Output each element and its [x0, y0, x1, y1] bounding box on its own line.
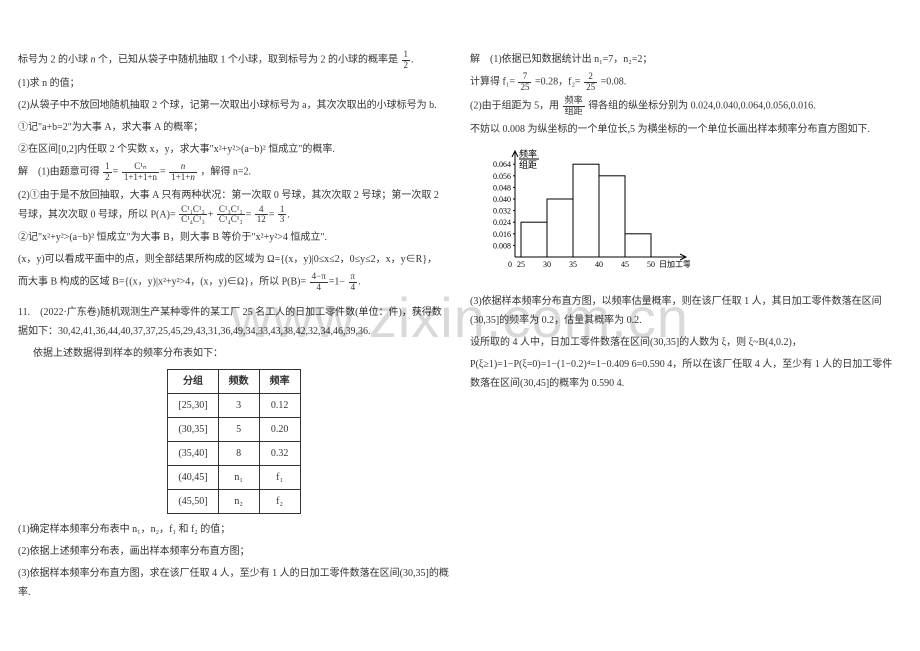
svg-text:0.024: 0.024	[493, 218, 511, 227]
fraction: 4−π4	[310, 272, 328, 293]
page-container: 标号为 2 的小球 n 个，已知从袋子中随机抽取 1 个小球，取到标号为 2 的…	[0, 0, 920, 651]
text-line: 11. (2022·广东卷)随机观测生产某种零件的某工厂 25 名工人的日加工零…	[18, 303, 450, 341]
svg-text:0.056: 0.056	[493, 171, 511, 180]
fraction: 频率组距	[563, 96, 585, 117]
table-cell: n₂	[218, 490, 259, 514]
fraction: C¹ₙ1+1+1+n	[122, 162, 159, 183]
text-line: (1)求 n 的值；	[18, 74, 450, 93]
svg-text:35: 35	[569, 260, 577, 269]
table-cell: n₁	[218, 466, 259, 490]
fraction: 725	[518, 72, 531, 93]
text-line: (x，y)可以看成平面中的点，则全部结果所构成的区域为 Ω={(x，y)|0≤x…	[18, 250, 450, 269]
svg-text:30: 30	[543, 260, 551, 269]
table-cell: 8	[218, 442, 259, 466]
table-cell: 0.20	[259, 418, 300, 442]
text-line: ①记"a+b=2"为大事 A，求大事 A 的概率；	[18, 118, 450, 137]
svg-text:45: 45	[621, 260, 629, 269]
svg-text:0.048: 0.048	[493, 183, 511, 192]
table-cell: 5	[218, 418, 259, 442]
text: (2)由于组距为 5，用	[470, 100, 559, 111]
table-cell: 3	[218, 394, 259, 418]
svg-text:0.064: 0.064	[493, 160, 511, 169]
text-line: ②记"x²+y²>(a−b)² 恒成立"为大事 B，则大事 B 等价于"x²+y…	[18, 228, 450, 247]
text: 计算得 f₁=	[470, 77, 515, 88]
table-cell: 0.32	[259, 442, 300, 466]
svg-text:0.040: 0.040	[493, 195, 511, 204]
fraction: C¹₁C¹₃C¹₄C¹₃	[179, 205, 207, 226]
svg-text:25: 25	[517, 260, 525, 269]
text: 而大事 B 构成的区域 B={(x，y)|x²+y²>4，(x，y)∈Ω}，所以…	[18, 277, 306, 288]
table-cell: [25,30]	[168, 394, 218, 418]
text: 得各组的纵坐标分别为 0.024,0.040,0.064,0.056,0.016…	[588, 100, 816, 111]
text: 解 (1)由题意可得	[18, 166, 100, 177]
text-line: 依据上述数据得到样本的频率分布表如下：	[18, 344, 450, 363]
table-cell: (40,45]	[168, 466, 218, 490]
text-line: 而大事 B 构成的区域 B={(x，y)|x²+y²>4，(x，y)∈Ω}，所以…	[18, 272, 450, 293]
table-cell: f₂	[259, 490, 300, 514]
text: =0.08.	[601, 77, 627, 88]
table-row: (40,45]n₁f₁	[168, 466, 300, 490]
table-row: (30,35]50.20	[168, 418, 300, 442]
table-header: 频率	[259, 370, 300, 394]
fraction: 13	[278, 205, 287, 226]
fraction: 12	[103, 162, 112, 183]
text-line: (2)依据上述频率分布表，画出样本频率分布直方图；	[18, 542, 450, 561]
table-cell: (35,40]	[168, 442, 218, 466]
text-line: (2)①由于是不放回抽取，大事 A 只有两种状况：第一次取 0 号球，其次次取 …	[18, 186, 450, 226]
table-cell: (45,50]	[168, 490, 218, 514]
fraction: C¹₃C¹₁C¹₄C¹₃	[217, 205, 245, 226]
fraction: 12	[402, 50, 411, 71]
text-line: 设所取的 4 人中，日加工零件数落在区间(30,35]的人数为 ξ，则 ξ~B(…	[470, 333, 902, 352]
text: 个，已知从袋子中随机抽取 1 个小球，取到标号为 2 的小球的概率是	[96, 55, 399, 66]
text-line: (2)由于组距为 5，用 频率组距 得各组的纵坐标分别为 0.024,0.040…	[470, 96, 902, 117]
text-line: ②在区间[0,2]内任取 2 个实数 x，y，求大事"x²+y²>(a−b)² …	[18, 140, 450, 159]
fraction: π4	[349, 272, 358, 293]
svg-text:组距: 组距	[519, 159, 537, 170]
fraction: 225	[584, 72, 597, 93]
text-line: 不妨以 0.008 为纵坐标的一个单位长,5 为横坐标的一个单位长画出样本频率分…	[470, 120, 902, 139]
text-line: (2)从袋子中不放回地随机抽取 2 个球，记第一次取出小球标号为 a，其次次取出…	[18, 96, 450, 115]
table-cell: f₁	[259, 466, 300, 490]
text-line: 标号为 2 的小球 n 个，已知从袋子中随机抽取 1 个小球，取到标号为 2 的…	[18, 50, 450, 71]
svg-text:频率: 频率	[519, 148, 537, 159]
svg-text:0: 0	[508, 260, 512, 269]
table-cell: (30,35]	[168, 418, 218, 442]
text-line: (3)依据样本频率分布直方图，以频率估量概率，则在该厂任取 1 人，其日加工零件…	[470, 292, 902, 330]
text-line: (3)依据样本频率分布直方图，求在该厂任取 4 人，至少有 1 人的日加工零件数…	[18, 564, 450, 602]
histogram-svg: 频率组距 0.064 0.056 0.048 0.040 0.032 0.024 0.016 0…	[480, 147, 690, 277]
text: =0.28，f₂=	[535, 77, 581, 88]
fraction: 412	[255, 205, 268, 226]
text-line: 解 (1)由题意可得 12= C¹ₙ1+1+1+n= n1+1+n ，解得 n=…	[18, 162, 450, 183]
svg-text:50: 50	[647, 260, 655, 269]
text-line: (1)确定样本频率分布表中 n₁，n₂，f₁ 和 f₂ 的值；	[18, 520, 450, 539]
text-line: 解 (1)依据已知数据统计出 n₁=7，n₂=2；	[470, 50, 902, 69]
text-line: 计算得 f₁= 725 =0.28，f₂= 225 =0.08.	[470, 72, 902, 93]
text: 标号为 2 的小球	[18, 55, 91, 66]
table-row: (45,50]n₂f₂	[168, 490, 300, 514]
table-header: 频数	[218, 370, 259, 394]
svg-text:0.016: 0.016	[493, 229, 511, 238]
right-column: 解 (1)依据已知数据统计出 n₁=7，n₂=2； 计算得 f₁= 725 =0…	[460, 0, 920, 651]
svg-text:日加工零件数/件: 日加工零件数/件	[659, 259, 690, 269]
svg-text:0.008: 0.008	[493, 241, 511, 250]
frequency-table: 分组 频数 频率 [25,30]30.12(30,35]50.20(35,40]…	[167, 369, 300, 514]
table-header: 分组	[168, 370, 218, 394]
svg-text:40: 40	[595, 260, 603, 269]
fraction: n1+1+n	[169, 162, 197, 183]
histogram-chart: 频率组距 0.064 0.056 0.048 0.040 0.032 0.024 0.016 0…	[480, 147, 902, 284]
table-cell: 0.12	[259, 394, 300, 418]
svg-text:0.032: 0.032	[493, 206, 511, 215]
table-row: [25,30]30.12	[168, 394, 300, 418]
table-row: (35,40]80.32	[168, 442, 300, 466]
left-column: 标号为 2 的小球 n 个，已知从袋子中随机抽取 1 个小球，取到标号为 2 的…	[0, 0, 460, 651]
text-line: P(ξ≥1)=1−P(ξ=0)=1−(1−0.2)⁴=1−0.409 6=0.5…	[470, 355, 902, 393]
text: ，解得 n=2.	[200, 166, 251, 177]
